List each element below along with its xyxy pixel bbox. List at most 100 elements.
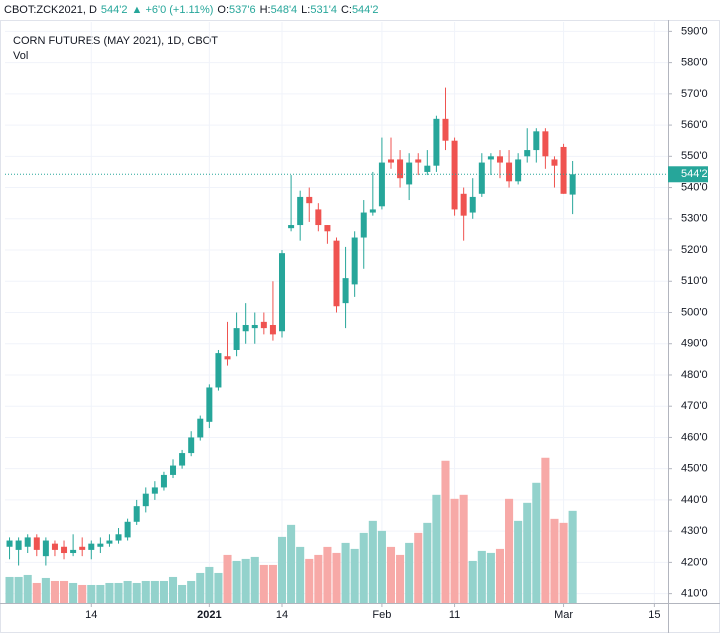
ohlc-value: 531'4 xyxy=(310,4,337,16)
ohlc-label: H: xyxy=(260,4,271,16)
ohlc-label: L: xyxy=(301,4,310,16)
candle-body xyxy=(506,162,513,182)
volume-bar xyxy=(559,522,568,603)
candle-body xyxy=(233,328,240,350)
symbol: CBOT:ZCK2021, D xyxy=(4,4,97,16)
candle-body xyxy=(242,324,249,332)
change: ▲ +6'0 (+1.11%) xyxy=(132,4,214,16)
candle-body xyxy=(515,159,522,182)
y-tick-label: 550'0 xyxy=(681,150,708,162)
candle-body xyxy=(451,140,458,210)
candle-body xyxy=(306,196,313,204)
candle-body xyxy=(333,240,340,307)
candle-body xyxy=(179,453,186,466)
candle-body xyxy=(142,493,149,507)
last-price-box xyxy=(668,166,708,183)
y-tick-label: 570'0 xyxy=(681,88,708,100)
candle-body xyxy=(569,174,576,195)
header: CBOT:ZCK2021, D 544'2 ▲ +6'0 (+1.11%) O:537… xyxy=(4,4,379,16)
volume-bar xyxy=(214,572,223,603)
volume-bar xyxy=(396,554,405,603)
y-tick-label: 450'0 xyxy=(681,463,708,475)
candle-body xyxy=(215,353,222,388)
volume-bar xyxy=(59,580,69,603)
volume-bar xyxy=(159,580,168,603)
volume-bar xyxy=(223,554,232,603)
volume-bar xyxy=(568,510,577,603)
volume-bar xyxy=(386,546,396,603)
volume-bar xyxy=(414,532,423,603)
candle-body xyxy=(424,165,431,172)
volume-bar xyxy=(78,584,87,603)
candle-body xyxy=(42,540,49,557)
ohlc-value: 544'2 xyxy=(352,4,379,16)
x-tick-label: 11 xyxy=(449,609,460,621)
ohlc-value: 537'6 xyxy=(229,4,256,16)
candle-body xyxy=(297,196,304,226)
volume-bar xyxy=(5,576,14,603)
candle-body xyxy=(378,162,385,207)
candle-body xyxy=(360,212,367,238)
volume-bar xyxy=(532,482,541,603)
candle-body xyxy=(133,506,140,522)
volume-bar xyxy=(114,582,123,603)
y-tick-label: 470'0 xyxy=(681,400,708,412)
volume-bar xyxy=(423,522,432,603)
candle-body xyxy=(433,118,440,166)
volume-bar xyxy=(305,558,314,603)
ohlc-value: 548'4 xyxy=(271,4,298,16)
candle-body xyxy=(560,146,567,194)
candle-body xyxy=(315,209,322,226)
x-tick-label: Mar xyxy=(554,609,573,621)
chart-title: CORN FUTURES (MAY 2021), 1D, CBOT xyxy=(13,35,218,47)
volume-bar xyxy=(50,580,59,603)
volume-bar xyxy=(350,548,359,603)
y-tick-label: 530'0 xyxy=(681,213,708,225)
candle-body xyxy=(51,543,58,550)
volume-bar xyxy=(168,576,178,603)
volume-bar xyxy=(287,524,296,603)
candle-body xyxy=(97,543,104,547)
candle-body xyxy=(478,162,485,194)
candle-body xyxy=(279,253,286,332)
candle-body xyxy=(6,540,13,547)
ohlc-label: C: xyxy=(341,4,352,16)
volume-bar xyxy=(486,552,495,603)
volume-bar xyxy=(341,542,350,603)
candle-body xyxy=(151,487,158,494)
volume-bar xyxy=(359,532,368,603)
candle-body xyxy=(406,162,413,185)
candle-body xyxy=(115,534,122,541)
candle-body xyxy=(288,225,295,229)
volume-bar xyxy=(523,502,532,603)
volume-bar xyxy=(141,580,150,603)
candle-body xyxy=(487,156,494,160)
x-tick-label: 2021 xyxy=(197,609,221,621)
candle-body xyxy=(342,278,349,304)
candle-body xyxy=(469,196,476,213)
y-tick-label: 520'0 xyxy=(681,244,708,256)
candle-body xyxy=(33,537,40,550)
last-price-label: 544'2 xyxy=(681,168,708,180)
volume-bar xyxy=(259,564,268,603)
y-tick-label: 410'0 xyxy=(681,588,708,600)
ohlc-label: O: xyxy=(217,4,229,16)
volume-bar xyxy=(232,560,241,603)
candle-body xyxy=(369,209,376,213)
candle-body xyxy=(70,549,77,554)
volume-bar xyxy=(69,582,78,603)
y-tick-label: 540'0 xyxy=(681,181,708,193)
volume-bar xyxy=(32,582,41,603)
volume-bar xyxy=(314,554,323,603)
y-tick-label: 580'0 xyxy=(681,57,708,69)
volume-label: Vol xyxy=(13,50,28,62)
volume-bar xyxy=(250,556,259,603)
y-tick-label: 430'0 xyxy=(681,525,708,537)
candle-body xyxy=(260,321,267,329)
volume-bar xyxy=(205,566,214,603)
x-tick-label: Feb xyxy=(372,609,391,621)
y-tick-label: 420'0 xyxy=(681,556,708,568)
volume-bar xyxy=(123,580,132,603)
candle-body xyxy=(88,543,95,550)
